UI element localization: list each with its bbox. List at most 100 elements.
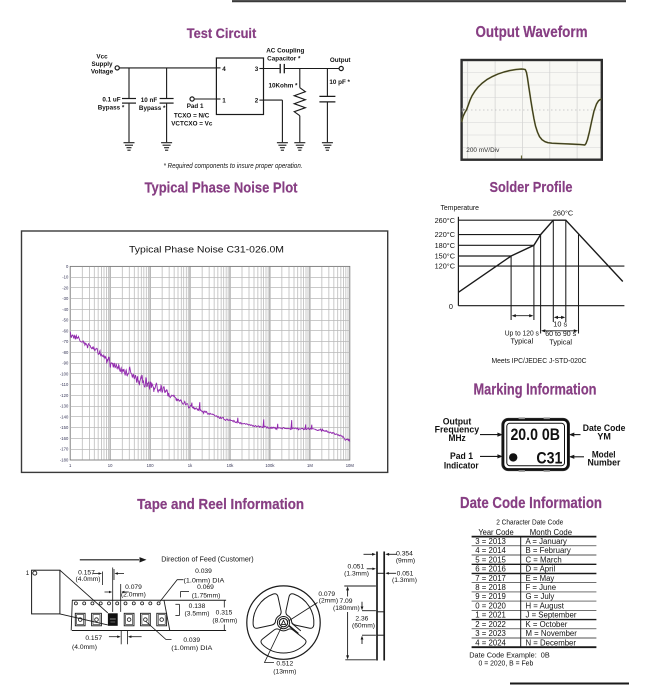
- svg-text:YM: YM: [597, 431, 611, 441]
- svg-text:2 Character Date Code: 2 Character Date Code: [496, 520, 563, 527]
- svg-text:AC Coupling: AC Coupling: [266, 48, 304, 55]
- svg-text:9 = 2019: 9 = 2019: [475, 592, 506, 601]
- svg-text:10M: 10M: [346, 463, 355, 468]
- svg-text:0: 0: [449, 302, 453, 311]
- svg-text:A = January: A = January: [526, 537, 567, 546]
- svg-text:-150: -150: [60, 425, 69, 430]
- svg-text:0.354: 0.354: [396, 551, 413, 558]
- svg-text:1 = 2021: 1 = 2021: [475, 611, 506, 620]
- svg-text:200 mV/Div: 200 mV/Div: [466, 148, 499, 154]
- svg-text:Solder Profile: Solder Profile: [490, 179, 573, 196]
- svg-text:Voltage: Voltage: [91, 69, 114, 76]
- svg-text:0.138: 0.138: [189, 603, 206, 610]
- svg-text:Meets IPC/JEDEC J-STD-020C: Meets IPC/JEDEC J-STD-020C: [492, 356, 587, 365]
- svg-text:C = March: C = March: [526, 555, 562, 564]
- svg-text:Typical Phase Noise Plot: Typical Phase Noise Plot: [145, 180, 298, 197]
- svg-text:10 nF: 10 nF: [141, 97, 158, 104]
- svg-text:Typical: Typical: [510, 337, 533, 346]
- svg-text:0.051: 0.051: [397, 570, 414, 577]
- svg-text:Number: Number: [587, 458, 620, 468]
- svg-text:-140: -140: [60, 414, 69, 419]
- svg-text:20.0 0B: 20.0 0B: [510, 426, 560, 444]
- svg-text:Pad 1: Pad 1: [450, 451, 473, 461]
- svg-text:4 = 2024: 4 = 2024: [475, 638, 506, 647]
- svg-text:(1.0mm) DIA: (1.0mm) DIA: [171, 645, 213, 652]
- svg-text:180°C: 180°C: [435, 241, 455, 250]
- svg-text:10 s: 10 s: [553, 319, 567, 328]
- svg-text:100k: 100k: [265, 463, 275, 468]
- svg-text:10Kohm *: 10Kohm *: [268, 83, 298, 90]
- svg-text:5 = 2015: 5 = 2015: [475, 555, 506, 564]
- svg-text:F = June: F = June: [526, 583, 557, 592]
- svg-text:2.36: 2.36: [355, 615, 368, 622]
- svg-text:2: 2: [255, 97, 259, 104]
- svg-text:Bypass *: Bypass *: [98, 105, 125, 112]
- svg-text:TCXO = N/C: TCXO = N/C: [174, 112, 210, 119]
- svg-text:0 = 2020, B = Feb: 0 = 2020, B = Feb: [479, 661, 534, 668]
- svg-text:Frequency: Frequency: [435, 425, 480, 435]
- svg-text:-50: -50: [62, 318, 69, 323]
- svg-text:0.079: 0.079: [125, 584, 142, 591]
- svg-text:(180mm): (180mm): [333, 605, 360, 612]
- svg-text:Vcc: Vcc: [96, 53, 108, 60]
- svg-text:1: 1: [69, 463, 72, 468]
- svg-text:Model: Model: [592, 450, 616, 460]
- svg-text:M = November: M = November: [526, 629, 578, 638]
- svg-text:C31: C31: [536, 449, 562, 467]
- svg-text:Tape and Reel Information: Tape and Reel Information: [137, 496, 304, 513]
- svg-text:1M: 1M: [307, 463, 313, 468]
- svg-text:Year Code: Year Code: [478, 528, 514, 537]
- svg-text:3 = 2013: 3 = 2013: [475, 537, 506, 546]
- svg-text:-70: -70: [62, 339, 69, 344]
- svg-text:(8.0mm): (8.0mm): [212, 618, 237, 625]
- svg-text:260°C: 260°C: [553, 209, 573, 218]
- svg-text:Date Code Example: 0B: Date Code Example: 0B: [469, 653, 550, 660]
- svg-text:-40: -40: [62, 307, 69, 312]
- svg-text:0.315: 0.315: [216, 609, 233, 616]
- svg-text:(1.0mm) DIA: (1.0mm) DIA: [184, 577, 225, 584]
- svg-text:Pad 1: Pad 1: [187, 103, 204, 110]
- svg-text:7.09: 7.09: [339, 598, 352, 605]
- svg-text:4: 4: [222, 66, 226, 73]
- svg-text:220°C: 220°C: [435, 230, 455, 239]
- svg-text:4 = 2014: 4 = 2014: [475, 546, 506, 555]
- svg-text:10 pF *: 10 pF *: [329, 79, 350, 86]
- svg-text:K = October: K = October: [526, 620, 568, 629]
- svg-text:0.1 uF: 0.1 uF: [102, 97, 120, 104]
- svg-text:0.039: 0.039: [183, 637, 200, 644]
- svg-text:3: 3: [255, 66, 259, 73]
- svg-text:0.039: 0.039: [195, 568, 212, 575]
- svg-text:-100: -100: [60, 371, 69, 376]
- svg-text:Marking Information: Marking Information: [474, 382, 597, 399]
- svg-text:H = August: H = August: [526, 601, 565, 610]
- svg-text:(4.0mm): (4.0mm): [76, 576, 101, 583]
- svg-text:10: 10: [108, 463, 113, 468]
- svg-text:-30: -30: [62, 296, 69, 301]
- svg-text:120°C: 120°C: [435, 262, 455, 271]
- svg-text:J = September: J = September: [526, 611, 577, 620]
- svg-text:Typical Phase Noise C31-026.0M: Typical Phase Noise C31-026.0M: [129, 245, 284, 256]
- svg-text:-10: -10: [62, 275, 69, 280]
- svg-text:0.079: 0.079: [318, 591, 335, 598]
- svg-text:(1.75mm): (1.75mm): [192, 593, 221, 600]
- svg-text:8 = 2018: 8 = 2018: [475, 583, 506, 592]
- svg-text:G = July: G = July: [526, 592, 555, 601]
- svg-text:-180: -180: [60, 457, 69, 462]
- svg-text:(60mm): (60mm): [352, 622, 375, 629]
- svg-text:Capacitor *: Capacitor *: [267, 55, 301, 62]
- svg-text:N = December: N = December: [526, 638, 577, 647]
- svg-text:(2mm): (2mm): [319, 598, 338, 605]
- svg-text:(1.3mm): (1.3mm): [392, 577, 417, 584]
- svg-text:Supply: Supply: [92, 61, 113, 68]
- svg-text:-20: -20: [62, 285, 69, 290]
- svg-text:Bypass *: Bypass *: [139, 105, 166, 112]
- svg-text:60 to 90 s: 60 to 90 s: [545, 329, 576, 338]
- svg-text:-80: -80: [62, 350, 69, 355]
- svg-text:E = May: E = May: [526, 574, 555, 583]
- svg-text:Date Code Information: Date Code Information: [460, 495, 602, 512]
- svg-text:* Required components to insur: * Required components to insure proper o…: [164, 163, 303, 170]
- svg-text:Date Code: Date Code: [583, 423, 626, 433]
- svg-text:2 = 2022: 2 = 2022: [475, 620, 506, 629]
- svg-text:150°C: 150°C: [435, 252, 455, 261]
- svg-text:6 = 2016: 6 = 2016: [475, 565, 506, 574]
